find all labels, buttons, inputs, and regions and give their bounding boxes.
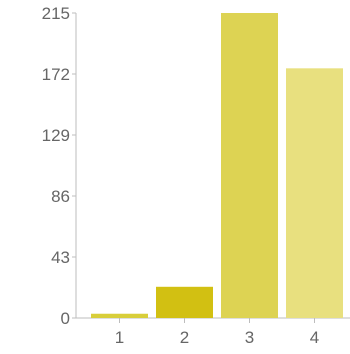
bar-3 (221, 13, 278, 318)
y-tick-label: 43 (51, 248, 70, 267)
y-tick-label: 215 (42, 4, 70, 23)
x-tick-label: 1 (115, 328, 124, 347)
y-tick-label: 86 (51, 187, 70, 206)
x-tick-label: 2 (180, 328, 189, 347)
bar-1 (91, 313, 148, 318)
bar-2 (156, 286, 213, 318)
bar-4 (286, 68, 343, 318)
y-tick-label: 0 (61, 309, 70, 328)
bars-group (91, 13, 343, 318)
y-axis: 0 43 86 129 172 215 (42, 4, 77, 328)
x-tick-label: 4 (310, 328, 319, 347)
y-tick-label: 129 (42, 126, 70, 145)
x-axis: 1 2 3 4 (76, 317, 350, 347)
y-tick-label: 172 (42, 65, 70, 84)
x-tick-label: 3 (245, 328, 254, 347)
